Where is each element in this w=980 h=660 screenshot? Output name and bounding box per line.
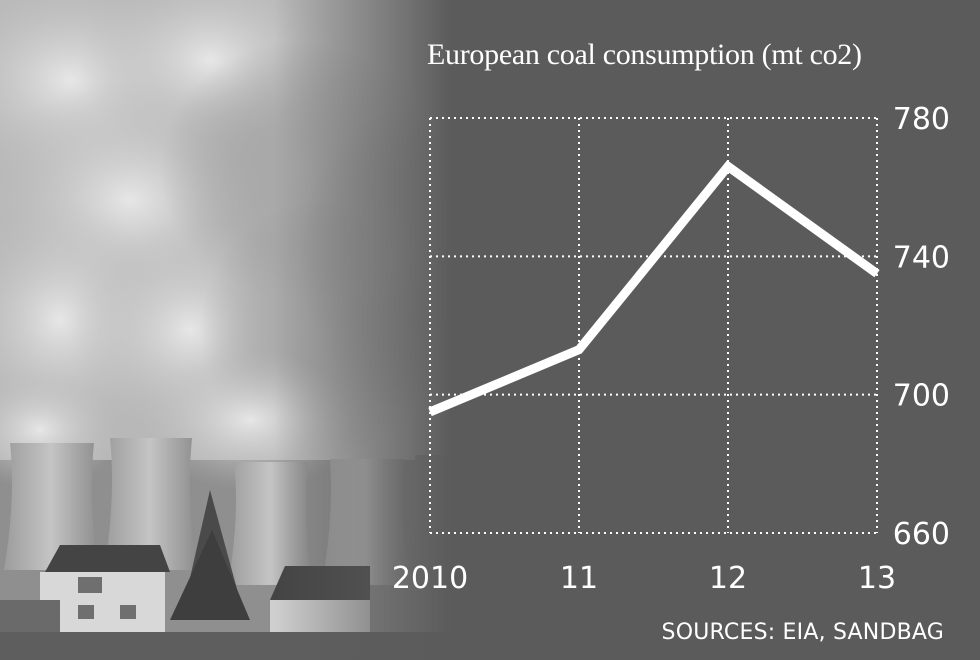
chart-title: European coal consumption (mt co2) [427, 38, 862, 71]
y-tick-label-740: 740 [893, 240, 950, 275]
x-tick-label-2010: 2010 [392, 561, 468, 596]
series [428, 160, 880, 417]
y-axis-ticks: 780 740 700 660 [893, 102, 950, 552]
data-point-12 [727, 165, 729, 167]
x-tick-label-11: 11 [560, 561, 598, 596]
y-tick-label-780: 780 [893, 102, 950, 137]
data-point-2010 [429, 411, 431, 413]
series-line-0 [428, 160, 880, 417]
source-note: SOURCES: EIA, SANDBAG [661, 620, 944, 645]
x-tick-label-12: 12 [709, 561, 747, 596]
y-tick-label-700: 700 [893, 379, 950, 414]
x-tick-label-13: 13 [858, 561, 896, 596]
data-point-13 [876, 273, 878, 275]
data-point-11 [578, 349, 580, 351]
x-axis-ticks: 2010 11 12 13 [392, 561, 896, 596]
grid [429, 117, 878, 534]
y-tick-label-660: 660 [893, 517, 950, 552]
